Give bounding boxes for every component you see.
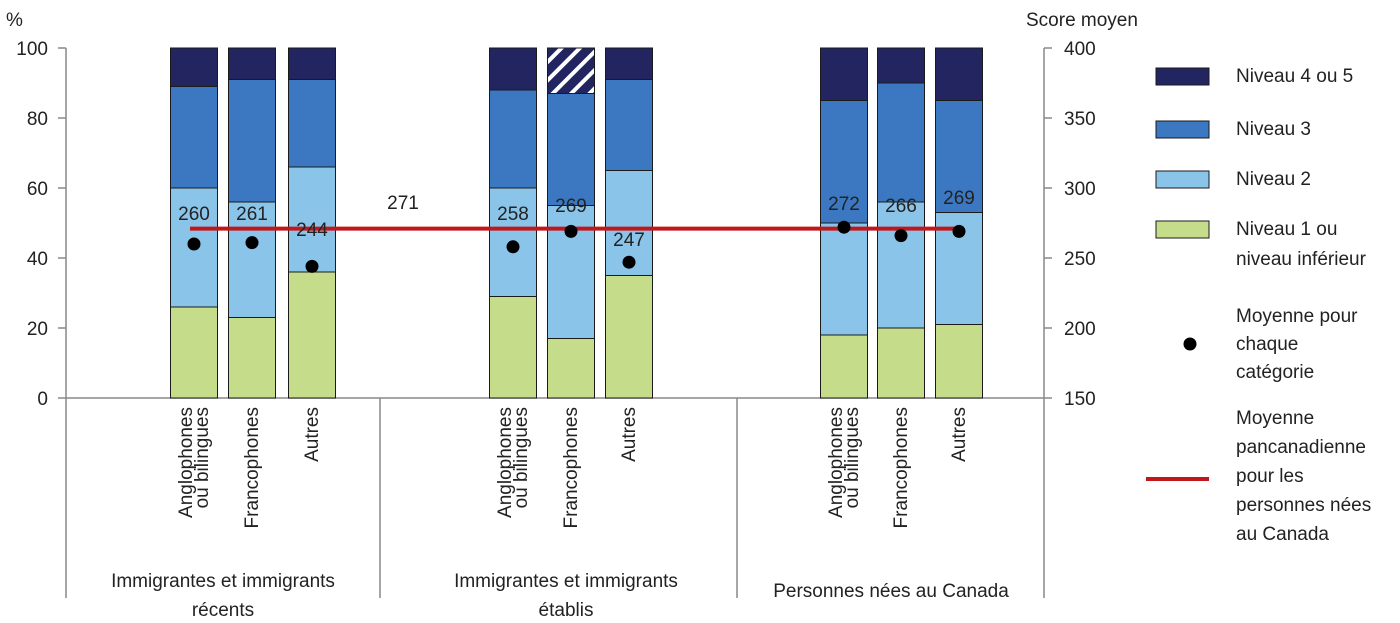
mean-marker xyxy=(245,236,259,250)
bar-segment xyxy=(547,47,595,94)
bar-segment xyxy=(288,47,336,80)
legend-label: pancanadienne xyxy=(1236,437,1366,458)
mean-value-label: 261 xyxy=(236,204,268,225)
reference-line-label: 271 xyxy=(387,193,419,214)
legend-label: Niveau 4 ou 5 xyxy=(1236,66,1353,87)
y-tick-label: 0 xyxy=(37,389,48,410)
legend-label: niveau inférieur xyxy=(1236,249,1367,270)
category-label: Anglophones xyxy=(495,407,516,518)
bar-segment xyxy=(489,47,537,91)
mean-marker xyxy=(187,237,201,251)
legend-swatch xyxy=(1155,220,1210,239)
mean-value-label: 269 xyxy=(555,196,587,217)
legend-label: Niveau 1 ou xyxy=(1236,219,1337,240)
mean-value-label: 258 xyxy=(497,204,529,225)
bar-segment xyxy=(228,47,276,80)
y-tick-label: 80 xyxy=(27,109,48,130)
y2-tick-label: 350 xyxy=(1064,109,1096,130)
y2-tick-label: 300 xyxy=(1064,179,1096,200)
bar-segment xyxy=(489,296,537,399)
y2-axis-title: Score moyen xyxy=(1026,10,1138,31)
y2-tick-label: 200 xyxy=(1064,319,1096,340)
legend-label: Moyenne xyxy=(1236,408,1314,429)
bar-segment xyxy=(877,201,925,329)
mean-value-label: 247 xyxy=(613,230,645,251)
category-label: ou bilingues xyxy=(192,407,213,508)
y-axis-unit-label: % xyxy=(6,10,23,31)
mean-marker xyxy=(506,240,520,254)
group-label: Personnes nées au Canada xyxy=(773,581,1009,602)
y-tick-label: 60 xyxy=(27,179,48,200)
bar-segment xyxy=(288,79,336,168)
bar-segment xyxy=(935,100,983,213)
bar-segment xyxy=(820,47,868,101)
mean-marker xyxy=(622,255,636,269)
category-label: Anglophones xyxy=(826,407,847,518)
mean-marker xyxy=(952,224,966,238)
category-label: Francophones xyxy=(242,407,263,528)
legend-label: Moyenne pour xyxy=(1236,306,1358,327)
legend-label: au Canada xyxy=(1236,524,1329,545)
group-label: Immigrantes et immigrants xyxy=(111,571,335,592)
mean-value-label: 272 xyxy=(828,194,860,215)
bar-segment xyxy=(605,275,653,399)
mean-value-label: 266 xyxy=(885,196,917,217)
bar-segment xyxy=(605,79,653,171)
bar-segment xyxy=(877,327,925,399)
legend-swatch xyxy=(1155,120,1210,139)
bar-segment xyxy=(605,47,653,80)
bar-segment xyxy=(228,79,276,203)
bar-segment xyxy=(228,317,276,399)
bar-segment xyxy=(935,47,983,101)
category-label: ou bilingues xyxy=(511,407,532,508)
bar-segment xyxy=(820,222,868,336)
mean-marker xyxy=(305,259,319,273)
mean-marker xyxy=(564,224,578,238)
mean-marker xyxy=(837,220,851,234)
category-label: Anglophones xyxy=(176,407,197,518)
y-tick-label: 20 xyxy=(27,319,48,340)
mean-marker xyxy=(894,229,908,243)
legend-swatch xyxy=(1155,67,1210,86)
bar-segment xyxy=(820,334,868,399)
legend-label: pour les xyxy=(1236,466,1304,487)
group-label: établis xyxy=(539,600,594,621)
category-label: Francophones xyxy=(891,407,912,528)
bar-segment xyxy=(877,47,925,84)
y2-tick-label: 400 xyxy=(1064,39,1096,60)
bar-segment xyxy=(547,93,595,206)
y-tick-label: 40 xyxy=(27,249,48,270)
mean-value-label: 269 xyxy=(943,188,975,209)
category-label: Autres xyxy=(949,407,970,462)
bar-segment xyxy=(877,82,925,203)
category-label: Autres xyxy=(302,407,323,462)
bar-segment xyxy=(170,86,218,189)
bar-segment xyxy=(935,324,983,399)
bar-segment xyxy=(228,201,276,318)
bar-segment xyxy=(288,271,336,399)
bar-segment xyxy=(170,47,218,87)
category-label: ou bilingues xyxy=(842,407,863,508)
bar-segment xyxy=(547,338,595,399)
y2-tick-label: 250 xyxy=(1064,249,1096,270)
y-tick-label: 100 xyxy=(16,39,48,60)
legend-swatch xyxy=(1155,170,1210,189)
legend-mean-marker xyxy=(1183,337,1197,351)
legend-label: Niveau 2 xyxy=(1236,169,1311,190)
bar-segment xyxy=(170,306,218,399)
group-label: récents xyxy=(192,600,254,621)
legend-label: chaque xyxy=(1236,334,1298,355)
group-label: Immigrantes et immigrants xyxy=(454,571,678,592)
legend-label: catégorie xyxy=(1236,362,1314,383)
bar-segment xyxy=(288,166,336,273)
legend-label: personnes nées xyxy=(1236,495,1371,516)
y2-tick-label: 150 xyxy=(1064,389,1096,410)
mean-value-label: 260 xyxy=(178,204,210,225)
category-label: Autres xyxy=(619,407,640,462)
legend-label: Niveau 3 xyxy=(1236,119,1311,140)
mean-value-label: 244 xyxy=(296,220,328,241)
bar-segment xyxy=(489,89,537,189)
category-label: Francophones xyxy=(561,407,582,528)
